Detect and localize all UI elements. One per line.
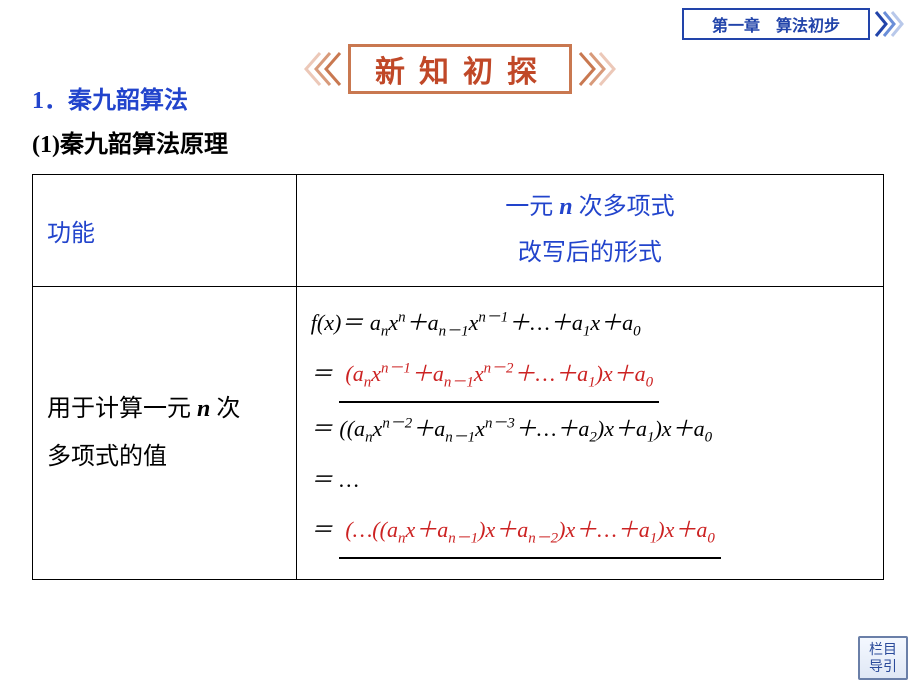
formula-cell: f(x)＝anxn＋an－1xn－1＋…＋a1x＋a0 ＝(anxn－1＋an－… (296, 287, 883, 580)
section-number: 1 (32, 88, 44, 114)
subsection-title: 秦九韶算法原理 (60, 132, 228, 158)
subsection-number: (1) (32, 132, 60, 158)
desc-line2: 多项式的值 (47, 444, 167, 470)
f3-body: ((anxn－2＋an－1xn－3＋…＋a2)x＋a1)x＋a0 (339, 405, 712, 454)
table-header-row: 功能 一元 n 次多项式 改写后的形式 (33, 175, 884, 287)
header-left: 功能 (33, 175, 297, 287)
section-title: 秦九韶算法 (68, 88, 188, 114)
principle-table: 功能 一元 n 次多项式 改写后的形式 用于计算一元 n 次 多项式的值 f(x… (32, 174, 884, 580)
f4-body: … (339, 456, 359, 504)
desc-line1-post: 次 (210, 396, 240, 422)
table-body-row: 用于计算一元 n 次 多项式的值 f(x)＝anxn＋an－1xn－1＋…＋a1… (33, 287, 884, 580)
chapter-label: 第一章 算法初步 (712, 18, 840, 35)
f4-prefix: ＝ (311, 456, 333, 504)
formula-line-4: ＝… (311, 456, 869, 504)
formula-line-5: ＝(…((anx＋an－1)x＋an－2)x＋…＋a1)x＋a0 (311, 506, 869, 558)
f5-prefix: ＝ (311, 506, 333, 554)
desc-line1-pre: 用于计算一元 (47, 396, 197, 422)
title-text-box: 新知初探 (348, 44, 572, 94)
nav-line1: 栏目 (869, 641, 897, 658)
desc-cell: 用于计算一元 n 次 多项式的值 (33, 287, 297, 580)
chapter-box: 第一章 算法初步 (682, 8, 870, 40)
title-text: 新知初探 (369, 56, 551, 89)
f5-fill: (…((anx＋an－1)x＋an－2)x＋…＋a1)x＋a0 (339, 506, 720, 558)
chapter-banner: 第一章 算法初步 (682, 8, 908, 40)
chevron-right-icon (874, 10, 908, 38)
f2-prefix: ＝ (311, 350, 333, 398)
f1-body: anxn＋an－1xn－1＋…＋a1x＋a0 (370, 299, 641, 348)
desc-var-n: n (197, 396, 210, 422)
chevron-right-icon (576, 49, 626, 89)
header-right-line1: 一元 n 次多项式 (311, 185, 869, 231)
f3-prefix: ＝ (311, 405, 333, 453)
subsection-heading: (1)秦九韶算法原理 (32, 124, 228, 159)
f2-fill: (anxn－1＋an－1xn－2＋…＋a1)x＋a0 (339, 350, 659, 402)
nav-line2: 导引 (869, 658, 897, 675)
header-right: 一元 n 次多项式 改写后的形式 (296, 175, 883, 287)
section-heading: 1．秦九韶算法 (32, 80, 188, 115)
chevron-left-icon (294, 49, 344, 89)
header-right-line2: 改写后的形式 (311, 231, 869, 277)
formula-line-2: ＝(anxn－1＋an－1xn－2＋…＋a1)x＋a0 (311, 350, 869, 402)
title-banner: 新知初探 (294, 44, 626, 94)
formula-line-1: f(x)＝anxn＋an－1xn－1＋…＋a1x＋a0 (311, 299, 869, 348)
f1-prefix: f(x)＝ (311, 299, 364, 347)
formula-line-3: ＝((anxn－2＋an－1xn－3＋…＋a2)x＋a1)x＋a0 (311, 405, 869, 454)
nav-button[interactable]: 栏目 导引 (858, 636, 908, 680)
